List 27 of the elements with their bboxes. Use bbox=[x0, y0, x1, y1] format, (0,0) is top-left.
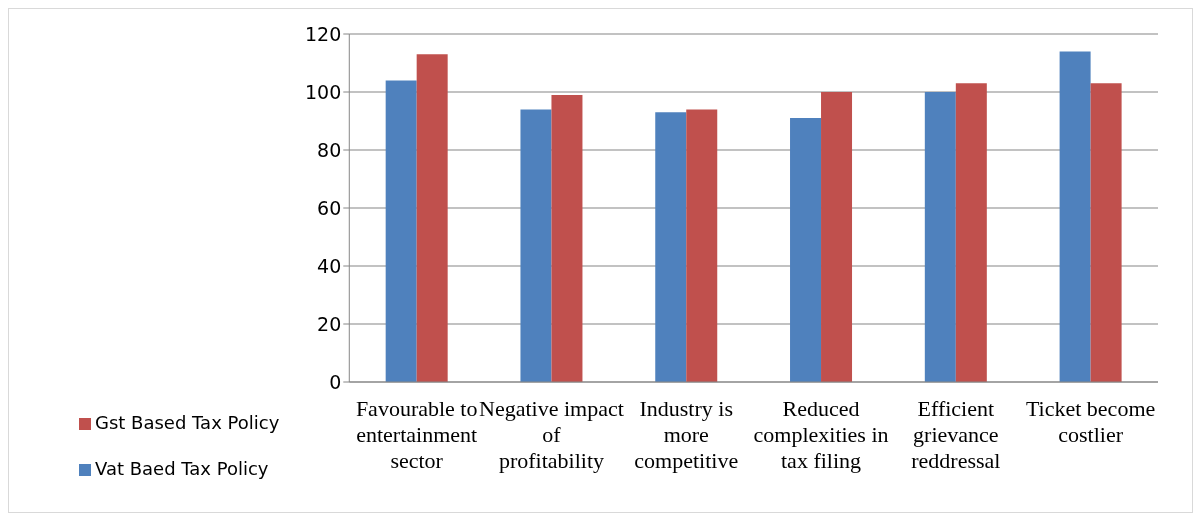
bar bbox=[686, 109, 718, 382]
x-tick-label: Negative impact of profitability bbox=[479, 396, 624, 473]
bar bbox=[955, 83, 987, 382]
x-tick-label: Favourable to entertainment sector bbox=[355, 396, 478, 473]
bar bbox=[551, 94, 583, 382]
y-tick-label: 40 bbox=[317, 254, 342, 277]
x-tick-label: Efficient grievance reddressal bbox=[911, 396, 1001, 473]
bar bbox=[1090, 83, 1122, 382]
y-tick-label: 100 bbox=[305, 80, 342, 103]
y-tick-label: 120 bbox=[305, 22, 342, 45]
x-tick-label: Industry is more competitive bbox=[634, 396, 739, 473]
bar bbox=[1059, 51, 1091, 382]
bar bbox=[821, 92, 853, 382]
legend-label: Vat Baed Tax Policy bbox=[95, 458, 269, 479]
y-tick-label: 60 bbox=[317, 196, 342, 219]
y-tick-label: 20 bbox=[317, 312, 342, 335]
bar bbox=[416, 54, 448, 382]
bar bbox=[790, 118, 822, 382]
bar bbox=[385, 80, 417, 382]
bar bbox=[520, 109, 552, 382]
bar bbox=[924, 92, 956, 382]
legend-label: Gst Based Tax Policy bbox=[95, 412, 280, 433]
bar bbox=[655, 112, 687, 382]
x-tick-label: Ticket become costlier bbox=[1025, 396, 1156, 447]
x-tick-label: Reduced complexities in tax filing bbox=[753, 396, 889, 473]
y-tick-label: 80 bbox=[317, 138, 342, 161]
y-tick-label: 0 bbox=[329, 370, 342, 393]
